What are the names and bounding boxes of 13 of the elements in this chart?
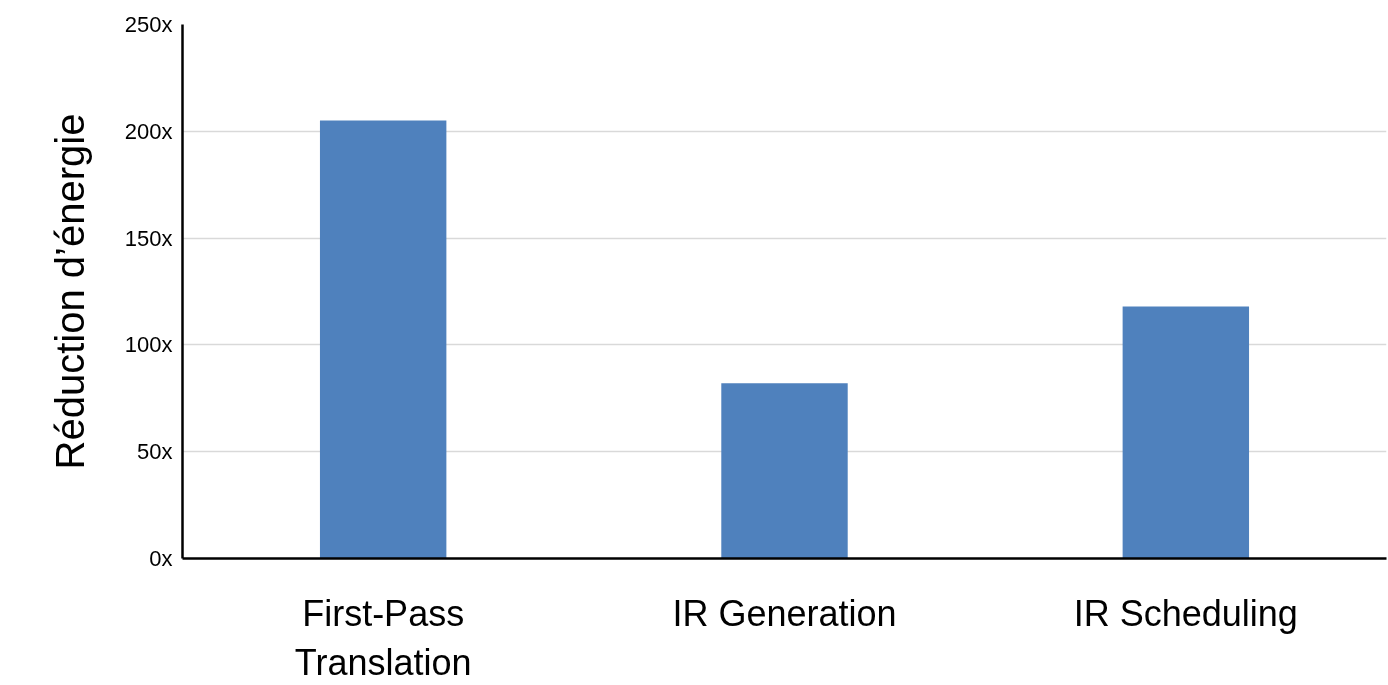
y-tick-label: 150x — [124, 225, 173, 251]
bar — [319, 120, 447, 559]
y-tick-label: 250x — [124, 12, 173, 37]
y-tick-label: 0x — [149, 546, 173, 571]
y-tick-label: 50x — [137, 439, 173, 465]
x-tick-label: First-Pass Translation — [294, 592, 472, 683]
y-axis-title: Réduction d’énergie — [47, 113, 92, 470]
x-tick-label: IR Scheduling — [1073, 592, 1298, 634]
x-tick-label: IR Generation — [672, 592, 897, 634]
y-tick-label: 200x — [124, 118, 173, 144]
y-tick-label: 100x — [124, 332, 173, 358]
bar — [1122, 306, 1250, 559]
bar — [721, 383, 848, 559]
